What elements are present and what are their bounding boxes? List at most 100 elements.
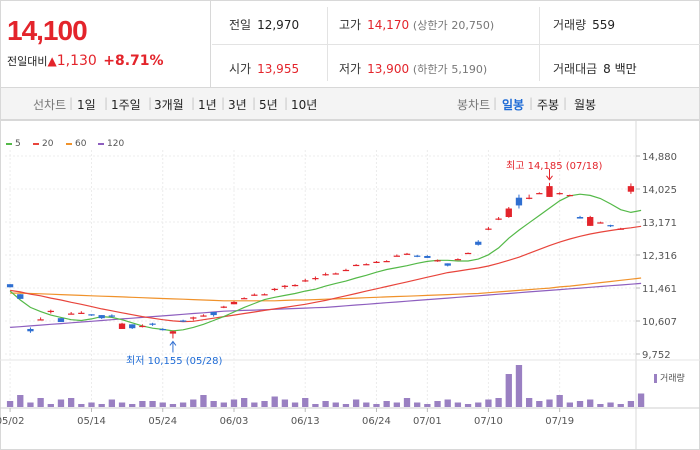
stat-volume: 거래량 559 <box>553 16 615 33</box>
period-3y-button[interactable]: 3년 <box>228 98 247 112</box>
chart-markers <box>169 168 553 353</box>
candle-up <box>464 252 472 255</box>
line-chart-label: 선차트 <box>33 98 67 112</box>
stat-value: 13,900 <box>367 62 410 76</box>
candle-down <box>576 217 584 219</box>
candle-up <box>47 310 54 313</box>
volume-bar <box>67 398 75 407</box>
candle-down <box>475 241 482 245</box>
candle-up <box>261 294 268 296</box>
candle-up <box>78 312 85 314</box>
stat-lower-limit-label: (하한가 <box>412 63 448 76</box>
stat-upper-limit-label: (상한가 <box>412 19 448 32</box>
candle-down <box>27 328 34 332</box>
period-1d-button[interactable]: 1일 <box>77 98 96 112</box>
price-chart[interactable]: 14,880 14,025 13,171 12,316 11,461 10,607 9,75… <box>0 120 700 450</box>
divider: | <box>493 96 498 110</box>
stat-value: 8 백만 <box>603 62 637 76</box>
candle-down <box>98 315 105 319</box>
stat-value: 13,955 <box>257 62 300 76</box>
volume-bar <box>475 402 482 407</box>
period-daily-button[interactable]: 일봉 <box>502 98 525 112</box>
volume-bar <box>57 399 65 407</box>
ma60-line <box>10 277 642 302</box>
candle-down <box>424 256 431 258</box>
candle-up <box>485 228 492 230</box>
candle-down <box>129 324 136 329</box>
x-tick-label: 05/24 <box>148 416 177 427</box>
volume-bar <box>342 404 350 407</box>
high-arrow-icon <box>546 175 553 181</box>
candle-down <box>414 255 421 257</box>
volume-bar <box>159 402 166 407</box>
candle-up <box>312 278 319 280</box>
stat-upper-limit: 20,750) <box>451 19 495 32</box>
candle-down <box>88 314 95 316</box>
legend-volume: 거래량 <box>654 371 685 384</box>
change-label: 전일대비 <box>7 55 48 68</box>
candle-up <box>525 197 533 199</box>
volume-bar <box>179 402 187 407</box>
stat-label: 전일 <box>229 18 252 32</box>
candle-up <box>454 259 462 261</box>
volume-bar <box>556 395 563 407</box>
x-tick-label: 06/03 <box>220 416 249 427</box>
ma120-line <box>10 282 642 328</box>
candle-up <box>597 222 604 224</box>
candle-up <box>302 280 309 282</box>
candle-up <box>251 294 258 296</box>
volume-bar <box>352 399 360 407</box>
candle-up <box>230 301 238 305</box>
volume-bar <box>525 398 533 407</box>
period-3m-button[interactable]: 3개월 <box>154 98 184 112</box>
high-annotation: 최고 14,185 (07/18) <box>506 161 603 172</box>
volume-bar <box>637 393 645 407</box>
x-tick-label: 06/13 <box>291 416 320 427</box>
volume-series <box>6 365 645 407</box>
period-5y-button[interactable]: 5년 <box>259 98 278 112</box>
period-1w-button[interactable]: 1주일 <box>111 98 141 112</box>
volume-bar <box>444 399 451 407</box>
stats-divider <box>212 44 700 45</box>
legend-ma5: 5 <box>6 139 21 149</box>
candle-up <box>495 218 502 220</box>
ma20-line <box>10 225 642 323</box>
stat-label: 고가 <box>339 18 362 32</box>
volume-bar <box>403 398 411 407</box>
y-tick-label: 9,752 <box>642 350 671 361</box>
candle-up <box>271 288 278 291</box>
legend-ma60: 60 <box>66 139 86 149</box>
volume-bar <box>108 399 116 407</box>
candle-up <box>139 325 146 328</box>
candle-down <box>17 294 24 299</box>
current-price: 14,100 <box>7 15 88 46</box>
period-monthly-button[interactable]: 월봉 <box>574 98 597 112</box>
candle-up <box>332 273 339 275</box>
period-1y-button[interactable]: 1년 <box>198 98 217 112</box>
candle-up <box>536 193 543 195</box>
candle-up <box>342 269 350 272</box>
volume-bar <box>17 395 24 407</box>
candle-down <box>57 318 65 323</box>
period-10y-button[interactable]: 10년 <box>291 98 318 112</box>
divider: | <box>252 96 257 110</box>
candle-down <box>108 315 116 317</box>
volume-bar <box>505 374 512 407</box>
candle-down <box>607 225 614 227</box>
candle-down <box>515 197 523 206</box>
volume-bar <box>27 402 34 407</box>
divider: | <box>221 96 226 110</box>
candle-up <box>627 186 635 192</box>
period-weekly-button[interactable]: 주봉 <box>537 98 560 112</box>
candle-up <box>352 264 360 267</box>
candle-up <box>241 298 248 300</box>
volume-bar <box>190 399 197 407</box>
volume-bar <box>47 404 54 407</box>
candle-up <box>291 284 299 287</box>
volume-bar <box>241 398 248 407</box>
x-tick-label: 05/02 <box>0 416 25 427</box>
volume-bar <box>251 402 258 407</box>
candle-chart-label: 봉차트 <box>457 98 491 112</box>
volume-bar <box>617 404 624 407</box>
volume-bar <box>169 404 177 407</box>
